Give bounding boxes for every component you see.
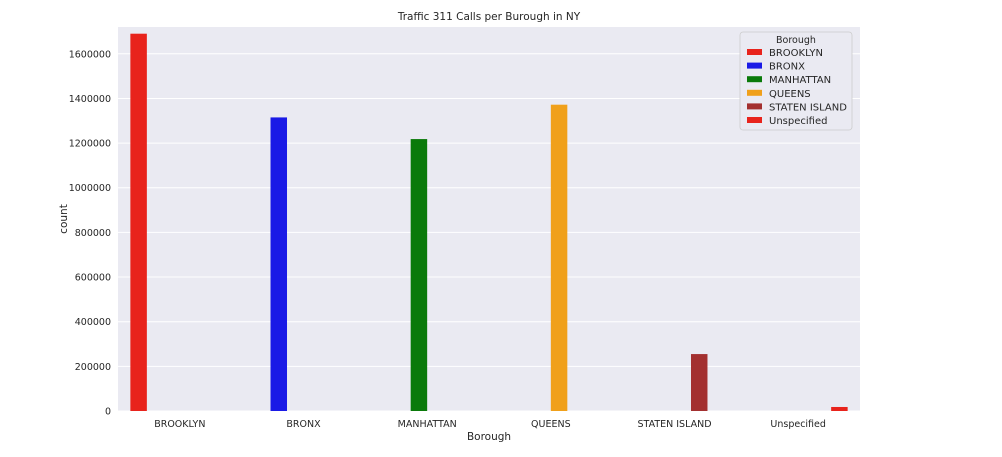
bar-unspecified	[831, 406, 848, 411]
legend-swatch	[747, 76, 762, 83]
gridlines	[118, 53, 860, 412]
legend-swatch	[747, 117, 762, 123]
y-tick-label: 200000	[75, 362, 111, 373]
legend-entry: BROOKLYN	[769, 48, 823, 59]
x-axis-label: Borough	[467, 431, 511, 443]
legend: Borough BROOKLYN BRONX MANHATTAN QUEENS STAT…	[739, 31, 853, 131]
legend-entry: STATEN ISLAND	[769, 102, 847, 113]
bar-staten-island	[690, 354, 708, 411]
bar-queens	[550, 104, 568, 411]
y-axis-label: count	[58, 204, 70, 234]
x-tick-label: QUEENS	[531, 419, 571, 430]
bar-brooklyn	[130, 33, 147, 412]
y-tick-label: 1400000	[69, 94, 111, 105]
y-tick-label: 0	[105, 407, 111, 418]
bars	[130, 33, 848, 412]
y-tick-label: 1000000	[69, 183, 111, 194]
x-tick-label: STATEN ISLAND	[637, 419, 711, 430]
legend-box	[739, 31, 853, 131]
bar-bronx	[270, 117, 288, 411]
legend-title: Borough	[776, 35, 816, 46]
legend-entry: Unspecified	[769, 116, 827, 127]
x-tick-label: BRONX	[286, 419, 321, 430]
x-axis-ticks: BROOKLYN BRONX MANHATTAN QUEENS STATEN ISLAN…	[154, 419, 826, 430]
x-tick-label: Unspecified	[770, 419, 826, 430]
chart-title: Traffic 311 Calls per Burough in NY	[397, 11, 581, 23]
y-tick-label: 600000	[75, 273, 111, 284]
y-axis-ticks: 0 200000 400000 600000 800000 1000000 1200000 1…	[69, 49, 111, 417]
bar-manhattan	[410, 139, 428, 412]
y-tick-label: 800000	[75, 228, 111, 239]
y-tick-label: 1200000	[69, 139, 111, 150]
legend-swatch	[747, 89, 762, 96]
legend-swatch	[747, 62, 762, 69]
x-tick-label: BROOKLYN	[154, 419, 205, 430]
x-tick-label: MANHATTAN	[398, 419, 457, 430]
legend-entry: BRONX	[769, 62, 805, 73]
legend-swatch	[747, 103, 762, 110]
y-tick-label: 400000	[75, 317, 111, 328]
legend-swatch	[747, 49, 762, 55]
plot-background	[118, 27, 860, 411]
legend-entry: QUEENS	[769, 89, 811, 100]
legend-entry: MANHATTAN	[769, 75, 831, 86]
y-tick-label: 1600000	[69, 49, 111, 60]
